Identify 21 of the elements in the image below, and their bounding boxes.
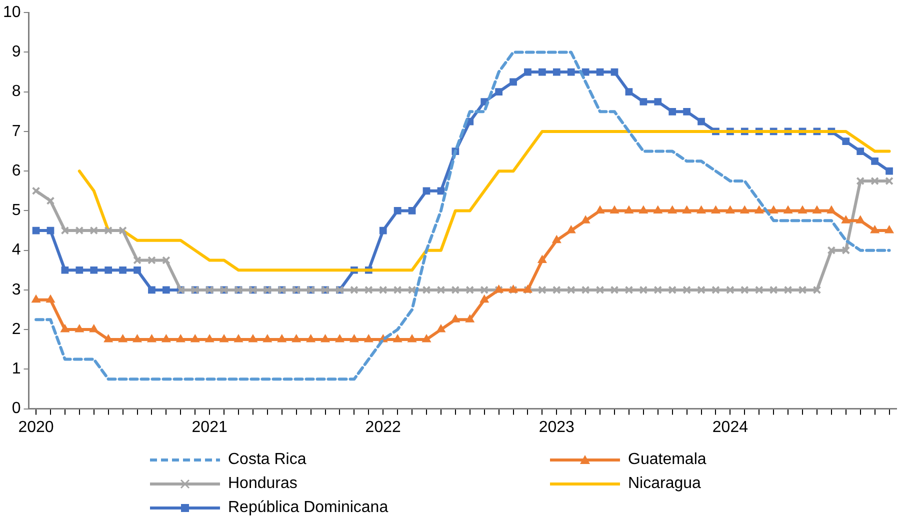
legend-label: Nicaragua [628,475,701,493]
legend-label: Costa Rica [228,451,306,469]
y-tick-label: 3 [12,281,21,298]
x-tick-label: 2024 [712,418,748,436]
y-tick-label: 0 [12,400,21,418]
y-tick-label: 9 [12,44,21,61]
y-tick-label: 1 [12,360,21,378]
y-tick-label: 7 [12,122,21,140]
x-tick-label: 2023 [538,418,575,436]
y-tick-label: 2 [12,320,21,338]
legend-label: Guatemala [628,451,706,469]
x-tick-label: 2021 [192,418,228,436]
x-tick-label: 2020 [18,418,54,436]
legend-label: República Dominicana [228,499,388,517]
y-tick-label: 10 [3,4,21,22]
y-tick-label: 8 [12,83,21,100]
y-tick-label: 5 [12,202,21,220]
legend-label: Honduras [228,475,298,493]
y-tick-label: 4 [12,242,21,259]
x-tick-label: 2022 [365,418,402,436]
y-tick-label: 6 [12,162,21,180]
